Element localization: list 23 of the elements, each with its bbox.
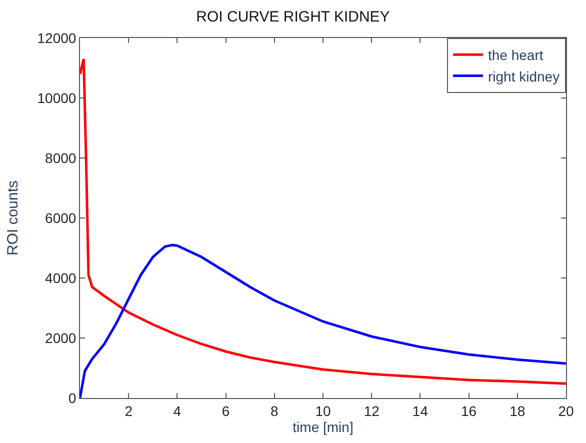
line-series bbox=[80, 244, 566, 398]
y-tick-label: 2000 bbox=[45, 330, 76, 346]
y-tick-label: 0 bbox=[68, 390, 76, 406]
x-tick-label: 10 bbox=[315, 402, 331, 419]
x-tick-label: 18 bbox=[510, 402, 526, 419]
x-tick-label: 16 bbox=[461, 402, 477, 419]
y-axis-title: ROI counts bbox=[4, 180, 22, 256]
legend-label: the heart bbox=[488, 47, 544, 64]
x-tick-label: 12 bbox=[364, 402, 380, 419]
x-tick-label: 20 bbox=[558, 402, 574, 419]
chart-title: ROI CURVE RIGHT KIDNEY bbox=[196, 8, 390, 26]
x-tick-label: 6 bbox=[222, 402, 230, 419]
x-axis-title: time [min] bbox=[292, 418, 354, 435]
y-tick-label: 10000 bbox=[37, 90, 76, 106]
x-tick-label: 2 bbox=[124, 402, 133, 419]
x-tick-label: 8 bbox=[270, 402, 278, 419]
y-tick-label: 12000 bbox=[37, 30, 76, 46]
y-tick-label: 6000 bbox=[45, 210, 76, 226]
x-tick-label: 4 bbox=[173, 402, 182, 419]
y-tick-label: 8000 bbox=[45, 150, 76, 166]
x-tick-label: 14 bbox=[412, 402, 428, 419]
legend-label: right kidney bbox=[488, 68, 560, 84]
y-tick-label: 4000 bbox=[45, 270, 76, 286]
